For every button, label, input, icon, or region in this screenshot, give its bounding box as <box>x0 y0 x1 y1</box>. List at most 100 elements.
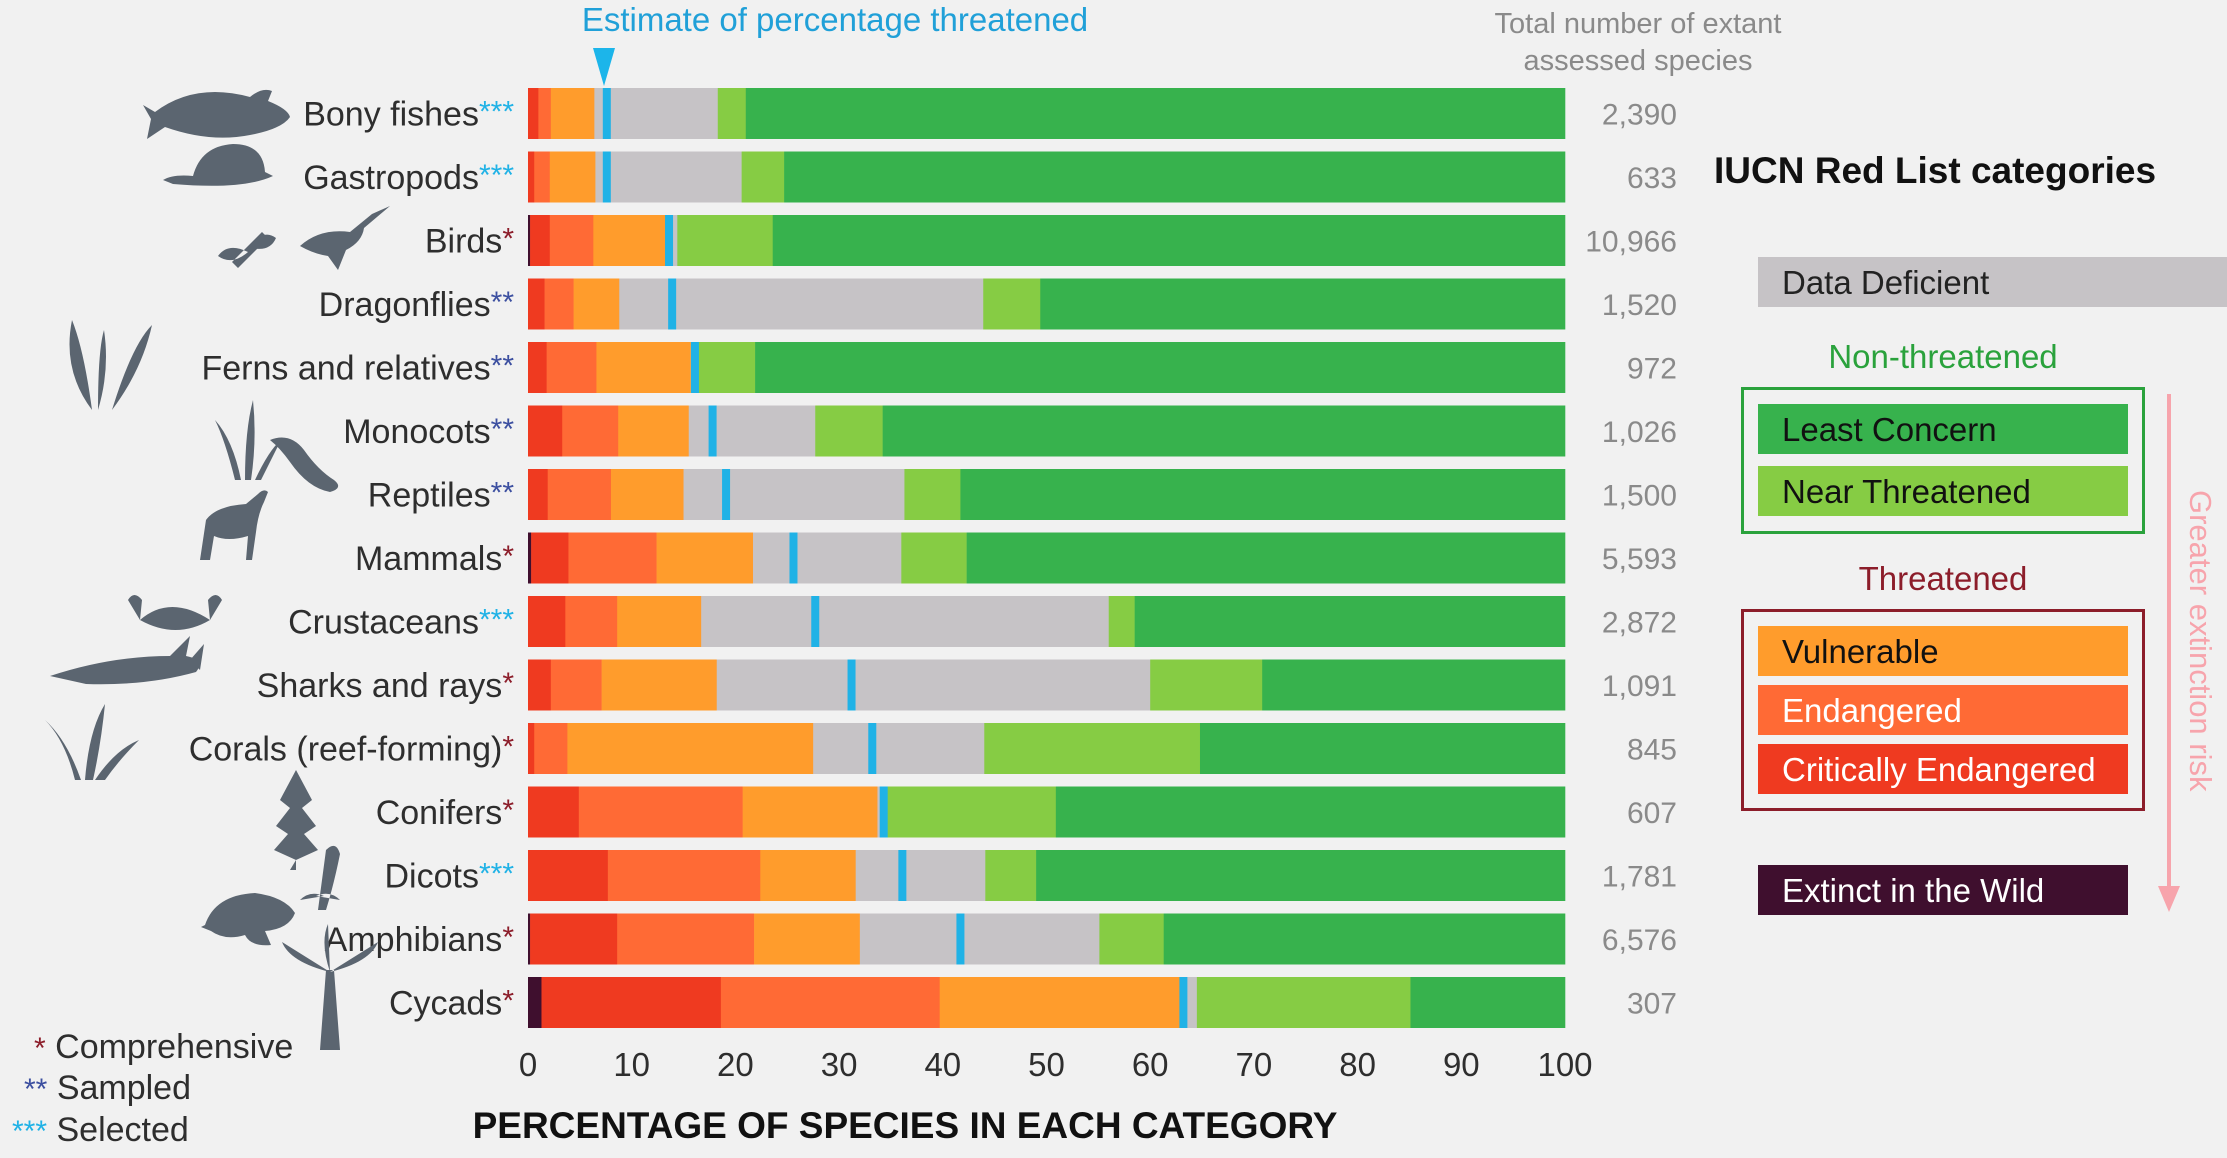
bar-segment-least-concern <box>1040 278 1566 330</box>
estimate-marker <box>690 342 699 393</box>
bar-row-gastropods: Gastropods*** 633 <box>303 151 1677 203</box>
bar-segment-near-threatened <box>1196 977 1411 1028</box>
bar-row-reptiles: Reptiles** 1,500 <box>368 469 1677 520</box>
key-sampled-label: Sampled <box>56 1069 192 1107</box>
bar-segment-least-concern <box>1134 596 1566 647</box>
bar-row-sharks-and-rays: Sharks and rays* 1,091 <box>257 659 1677 711</box>
x-tick-label: 50 <box>1028 1046 1065 1083</box>
bar-segment-data-deficient <box>753 532 902 584</box>
bar-segment-data-deficient <box>701 596 1110 647</box>
bar-segment-least-concern <box>1055 786 1566 838</box>
crab-silhouette <box>128 595 222 642</box>
dragonfly-silhouette <box>216 222 276 282</box>
bar-row-birds: Birds* 10,966 <box>425 215 1677 266</box>
bar-segment-vulnerable <box>939 977 1184 1028</box>
bar-segment-critically-endangered <box>528 88 539 139</box>
bar-segment-extinct-in-the-wild <box>528 215 531 266</box>
key-selected-label: Selected <box>56 1111 189 1149</box>
bar-segment-critically-endangered <box>528 342 547 393</box>
bar-segment-least-concern <box>784 151 1566 203</box>
x-tick-label: 90 <box>1443 1046 1480 1083</box>
bar-segment-critically-endangered <box>530 913 618 965</box>
group-label-stars: * <box>502 667 514 700</box>
bar-segment-near-threatened <box>1099 913 1164 965</box>
estimate-marker <box>602 88 611 139</box>
estimate-marker <box>602 151 611 203</box>
bar-segment-endangered <box>565 596 618 647</box>
estimate-marker <box>668 278 677 330</box>
bar-segment-extinct-in-the-wild <box>528 913 531 965</box>
bar-segment-vulnerable <box>618 405 690 457</box>
group-label: Cycads* <box>389 985 514 1023</box>
cycad-silhouette <box>282 924 378 1050</box>
bar-segment-near-threatened <box>1108 596 1135 647</box>
group-label-text: Birds <box>425 223 502 261</box>
group-label-text: Monocots <box>343 413 490 451</box>
group-label-stars: ** <box>491 350 515 383</box>
legend-near-threatened: Near Threatened <box>1758 466 2128 516</box>
group-label: Dicots*** <box>385 858 515 896</box>
x-axis-label: PERCENTAGE OF SPECIES IN EACH CATEGORY <box>473 1105 1338 1146</box>
bar-row-corals-reef-forming: Corals (reef-forming)* 845 <box>189 723 1677 774</box>
bar-segment-vulnerable <box>596 342 692 393</box>
bar-segment-least-concern <box>772 215 1566 266</box>
group-label-text: Gastropods <box>303 159 479 197</box>
x-tick-label: 0 <box>519 1046 537 1083</box>
total-count: 1,781 <box>1602 861 1677 894</box>
bar-segment-near-threatened <box>717 88 747 139</box>
total-count: 1,091 <box>1602 670 1677 703</box>
bar-segment-critically-endangered <box>530 215 551 266</box>
bar-segment-least-concern <box>882 405 1566 457</box>
bar-segment-critically-endangered <box>528 723 535 774</box>
coral-silhouette <box>45 704 139 780</box>
group-label: Birds* <box>425 223 514 261</box>
legend-least-concern: Least Concern <box>1758 404 2128 454</box>
group-label-text: Corals (reef-forming) <box>189 731 503 769</box>
bar-segment-data-deficient <box>859 913 1100 965</box>
estimate-marker <box>847 659 856 711</box>
bar-segment-critically-endangered <box>531 532 569 584</box>
x-tick-label: 40 <box>924 1046 961 1083</box>
bar-segment-critically-endangered <box>541 977 722 1028</box>
bar-segment-vulnerable <box>617 596 702 647</box>
legend-non-threatened-title: Non-threatened <box>1828 338 2058 375</box>
group-label-text: Dicots <box>385 858 479 896</box>
group-label-stars: * <box>502 921 514 954</box>
bar-segment-vulnerable <box>742 786 878 838</box>
bar-row-dicots: Dicots*** 1,781 <box>385 850 1677 901</box>
group-label-stars: * <box>502 540 514 573</box>
bar-segment-near-threatened <box>904 469 961 520</box>
bar-segment-least-concern <box>755 342 1566 393</box>
legend-extinct-in-wild: Extinct in the Wild <box>1758 865 2128 915</box>
bar-segment-least-concern <box>1262 659 1566 711</box>
bar-row-ferns-and-relatives: Ferns and relatives** 972 <box>202 342 1677 393</box>
bar-segment-least-concern <box>1199 723 1566 774</box>
estimate-marker <box>789 532 798 584</box>
legend-vulnerable: Vulnerable <box>1758 626 2128 676</box>
total-count: 1,520 <box>1602 289 1677 322</box>
bar-row-dragonflies: Dragonflies** 1,520 <box>319 278 1677 330</box>
bar-segment-critically-endangered <box>528 469 549 520</box>
bar-segment-data-deficient <box>595 151 742 203</box>
bar-row-crustaceans: Crustaceans*** 2,872 <box>288 596 1677 647</box>
bar-segment-least-concern <box>966 532 1566 584</box>
bar-segment-endangered <box>549 215 594 266</box>
bar-row-amphibians: Amphibians* 6,576 <box>325 913 1677 965</box>
bar-segment-least-concern <box>960 469 1566 520</box>
fish-silhouette <box>143 89 290 139</box>
estimate-marker <box>956 913 965 965</box>
bar-segment-endangered <box>534 723 568 774</box>
key-sampled: ** Sampled <box>24 1069 191 1108</box>
lizard-silhouette <box>270 437 339 492</box>
key-comprehensive: * Comprehensive <box>34 1028 293 1067</box>
estimate-marker <box>879 786 888 838</box>
bar-segment-near-threatened <box>886 786 1057 838</box>
bar-segment-vulnerable <box>593 215 670 266</box>
total-count: 5,593 <box>1602 543 1677 576</box>
group-label-stars: ** <box>491 413 515 446</box>
total-count: 607 <box>1627 797 1677 830</box>
bar-segment-data-deficient <box>683 469 905 520</box>
x-tick-label: 70 <box>1236 1046 1273 1083</box>
legend-non-threatened-frame <box>1741 387 2145 534</box>
